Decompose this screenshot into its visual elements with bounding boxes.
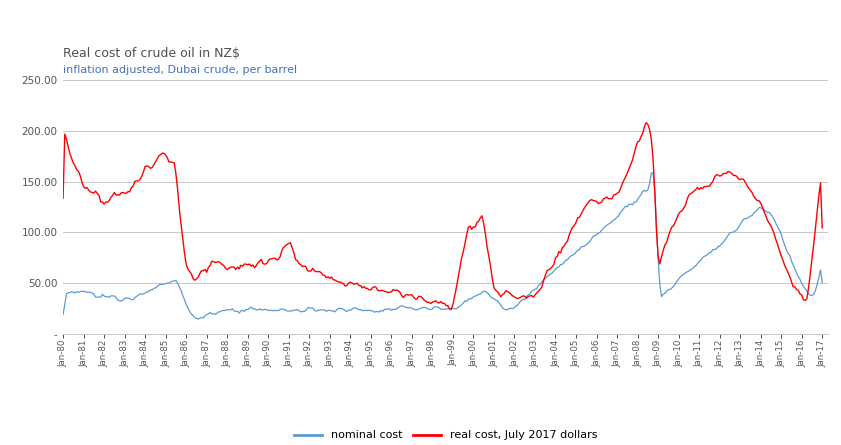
- Text: inflation adjusted, Dubai crude, per barrel: inflation adjusted, Dubai crude, per bar…: [63, 65, 297, 75]
- Text: Real cost of crude oil in NZ$: Real cost of crude oil in NZ$: [63, 47, 240, 60]
- Legend: nominal cost, real cost, July 2017 dollars: nominal cost, real cost, July 2017 dolla…: [289, 426, 602, 445]
